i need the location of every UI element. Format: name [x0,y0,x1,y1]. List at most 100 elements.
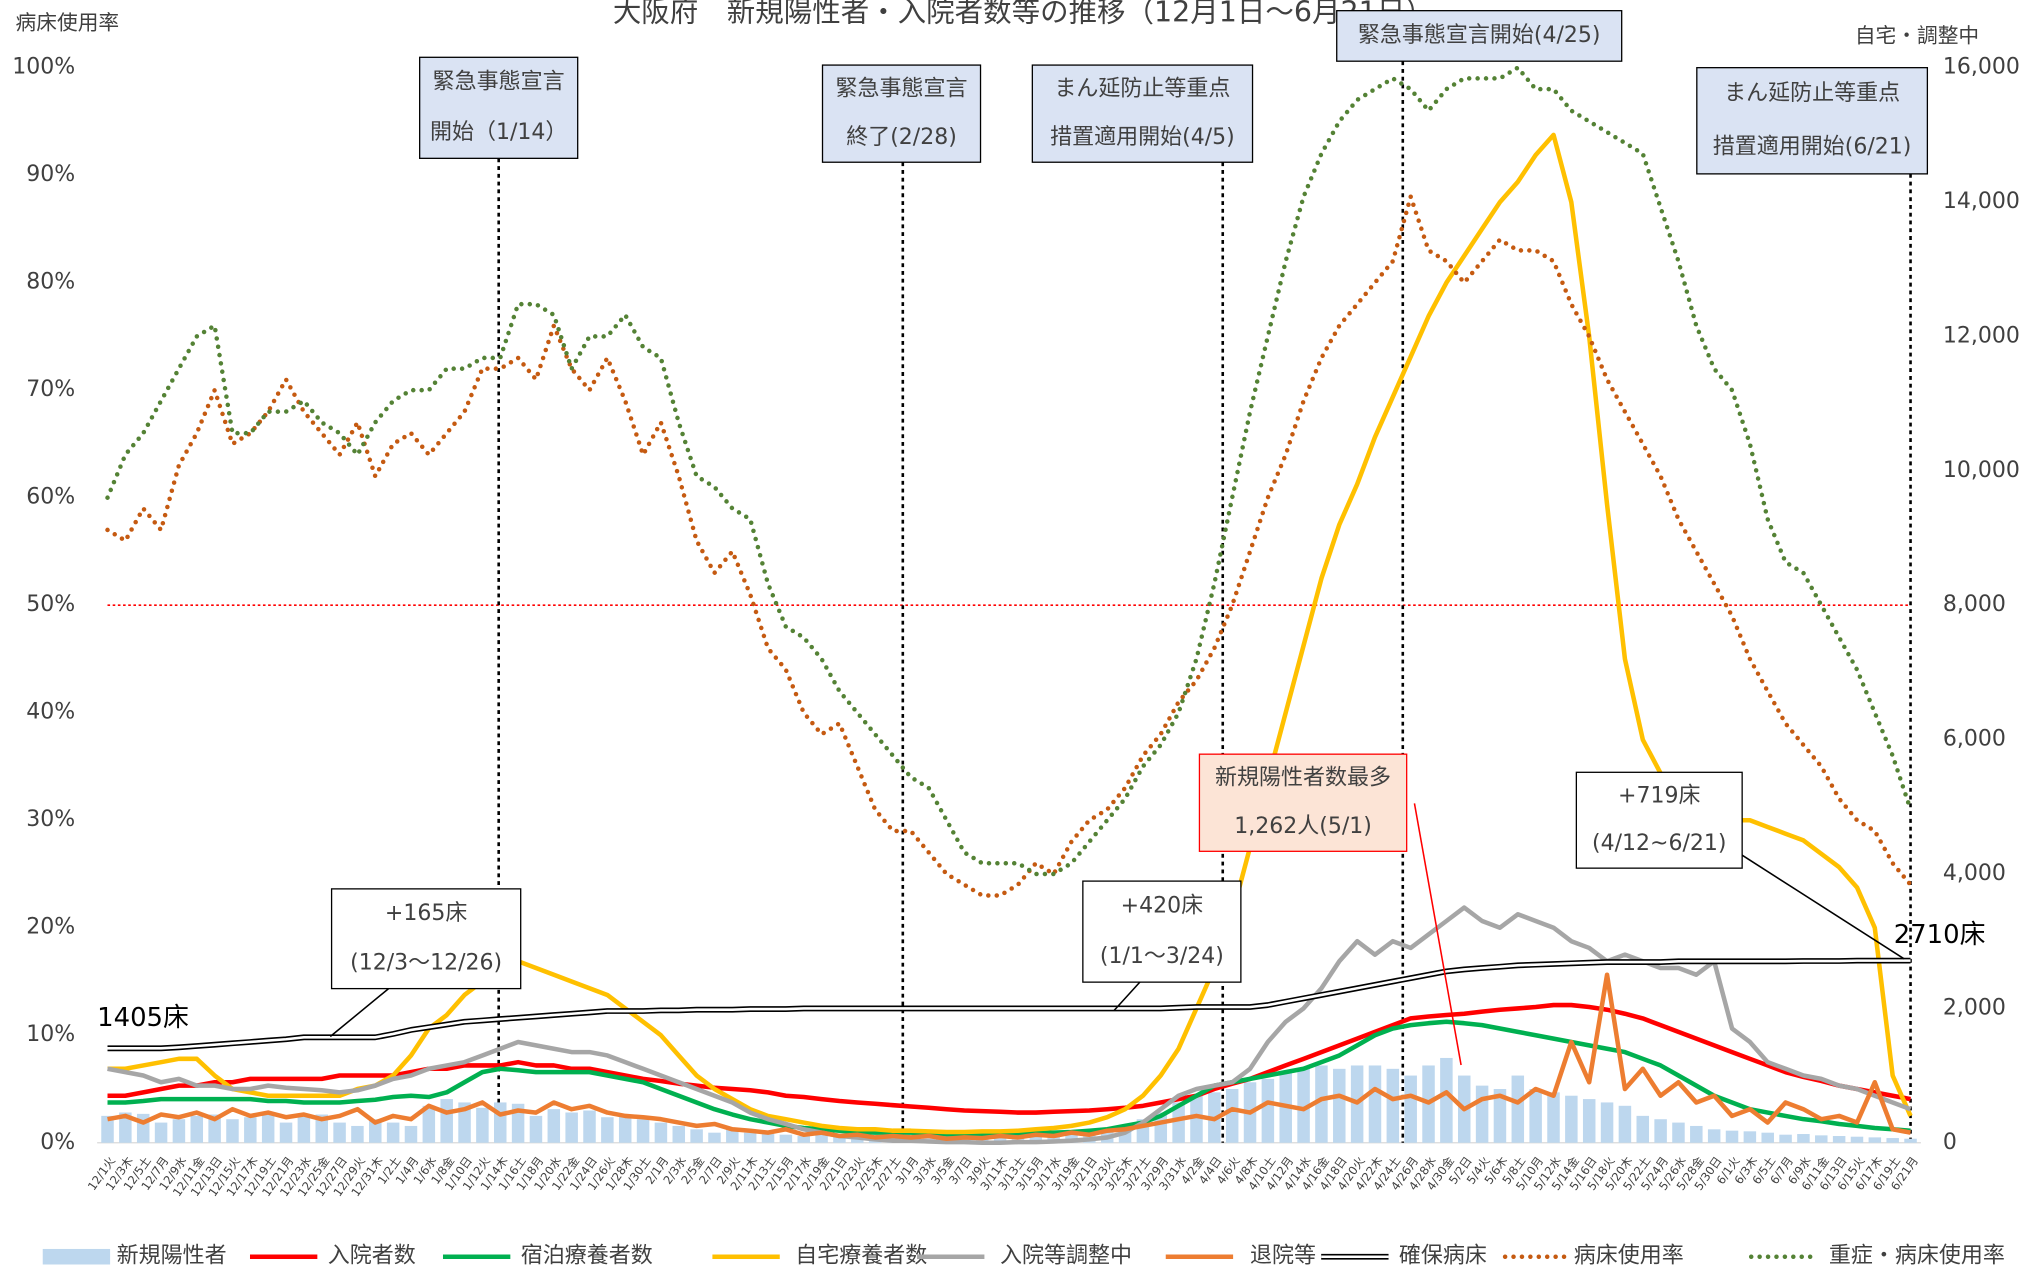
annotation-box [330,888,522,990]
bar [583,1110,596,1143]
bar [1672,1122,1685,1143]
annotation-box [821,64,982,163]
bar [1886,1138,1899,1143]
bar [190,1115,204,1143]
bar [458,1102,471,1143]
y-axis-title: 病床使用率 [16,11,120,35]
bar [1815,1135,1828,1143]
bar [1832,1136,1846,1143]
bar [1493,1088,1507,1143]
y-tick-label: 100% [12,55,75,80]
bar [743,1132,757,1143]
legend-label: 病床使用率 [1574,1244,1684,1269]
bar [422,1105,436,1143]
line [107,972,1911,1142]
bar [636,1119,650,1143]
callout-tail [329,988,390,1038]
dotted-line [105,65,1913,877]
bar [476,1107,489,1143]
bar [1850,1136,1864,1143]
annotation-text: (1/1～3/24) [1100,944,1224,969]
bar [493,1102,507,1143]
bar [654,1122,668,1143]
bar [529,1115,543,1143]
bar [226,1119,239,1143]
bar [1529,1088,1542,1143]
y2-tick-label: 12,000 [1943,323,2020,348]
bar [833,1135,846,1143]
legend-label: 退院等 [1250,1244,1316,1269]
legend-label: 自宅療養者数 [795,1244,927,1269]
line [107,1019,1911,1137]
bar [1743,1131,1757,1143]
y2-tick-label: 16,000 [1943,55,2020,80]
bar [708,1132,721,1143]
bar [1315,1065,1328,1143]
bar [690,1129,703,1143]
bar [1582,1099,1596,1143]
annotation-text: 緊急事態宣言開始(4/25) [1358,23,1601,48]
bar [101,1115,114,1143]
bar [261,1112,275,1143]
bar [1690,1125,1703,1143]
bar [726,1129,739,1143]
bar [208,1114,221,1143]
y2-tick-label: 14,000 [1943,189,2020,214]
bar [333,1122,346,1143]
y-tick-label: 50% [26,592,75,617]
annotation-text: +719床 [1618,783,1700,808]
bar [1600,1102,1614,1143]
y-tick-label: 90% [26,162,75,187]
legend-label: 入院等調整中 [1000,1244,1132,1269]
bar [279,1122,293,1143]
bar [1654,1119,1667,1143]
annotation-text: 新規陽性者数最多 [1215,765,1391,790]
bar [244,1117,257,1143]
bar [440,1099,453,1143]
bar [1190,1095,1203,1143]
y2-tick-label: 10,000 [1943,458,2020,483]
bar [1868,1137,1882,1143]
bar [1333,1068,1346,1143]
bar [1636,1115,1650,1143]
bar [565,1112,578,1143]
bar [315,1114,328,1143]
bed-label: 2710床 [1894,920,1986,950]
bar [369,1119,382,1143]
y-tick-label: 0% [40,1130,75,1155]
bar [1797,1134,1810,1143]
bar [1707,1129,1721,1143]
bar [1904,1138,1917,1143]
y-tick-label: 70% [26,377,75,402]
bar [1261,1078,1275,1143]
y-tick-label: 30% [26,807,75,832]
legend-swatch [42,1248,111,1265]
capacity-line [107,959,1911,1050]
bar [1029,1134,1043,1143]
bar [993,1135,1007,1143]
annotation-text: 措置適用開始(4/5) [1050,125,1235,150]
bar [1172,1102,1185,1143]
annotation-box [419,56,579,159]
annotation-text: 緊急事態宣言 [433,70,565,95]
annotation-box [1198,753,1408,852]
chart-title: 大阪府 新規陽性者・入院者数等の推移（12月1日～6月21日） [613,0,1434,28]
annotation-text: まん延防止等重点 [1724,81,1900,106]
bar [1297,1068,1310,1143]
annotation-text: (12/3～12/26) [350,951,502,976]
bar [601,1117,614,1143]
line [107,1002,1911,1115]
bar [172,1119,186,1143]
bar [1511,1075,1525,1143]
y-tick-label: 10% [26,1022,75,1047]
y2-tick-label: 0 [1943,1130,1957,1155]
y-tick-label: 20% [26,915,75,940]
annotation-text: +165床 [385,901,467,926]
bar [1475,1085,1489,1143]
bar [672,1125,686,1143]
bar [351,1125,364,1143]
bar [297,1115,311,1143]
y2-tick-label: 2,000 [1943,995,2006,1020]
annotation-text: 措置適用開始(6/21) [1713,134,1912,159]
